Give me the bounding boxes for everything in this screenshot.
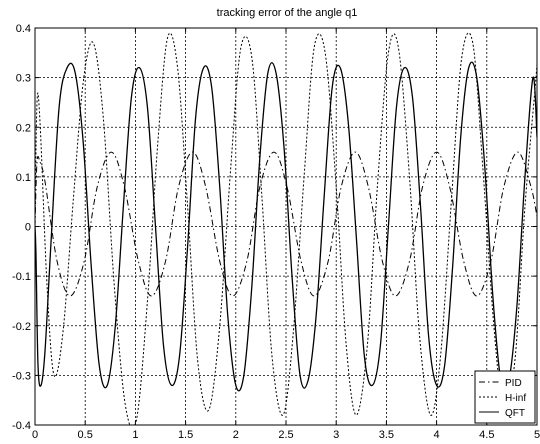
y-tick-label: 0.4 [16, 23, 31, 35]
chart-title: tracking error of the angle q1 [217, 7, 358, 19]
x-tick-label: 1 [132, 429, 138, 441]
legend-label-qft: QFT [505, 408, 525, 419]
series-line-qft [35, 61, 537, 392]
y-tick-label: 0 [25, 222, 31, 234]
y-tick-label: 0.1 [16, 172, 31, 184]
y-tick-label: 0.2 [16, 122, 31, 134]
series-group [35, 32, 537, 425]
x-tick-label: 3 [333, 429, 339, 441]
y-tick-label: -0.1 [12, 271, 31, 283]
x-tick-label: 4.5 [479, 429, 494, 441]
x-tick-label: 0.5 [78, 429, 93, 441]
series-line-h-inf [35, 32, 537, 425]
series-line-pid [35, 151, 537, 297]
x-tick-label: 1.5 [178, 429, 193, 441]
y-tick-label: 0.3 [16, 73, 31, 85]
y-tick-label: -0.2 [12, 321, 31, 333]
legend-label-pid: PID [505, 378, 522, 389]
plot-area: 0 0.5 1 1.5 2 2.5 3 3.5 4 4.5 5 -0.4 -0.3 -0.2 -0.1 0 0.… [12, 23, 540, 441]
y-tick-label: -0.3 [12, 370, 31, 382]
y-tick-label: -0.4 [12, 420, 31, 432]
x-tick-label: 0 [32, 429, 38, 441]
x-tick-label: 3.5 [379, 429, 394, 441]
legend: PID H-inf QFT [474, 370, 536, 424]
legend-label-h-inf: H-inf [505, 393, 526, 404]
x-tick-label: 2.5 [278, 429, 293, 441]
plot-background [35, 28, 537, 425]
x-tick-label: 5 [534, 429, 540, 441]
x-tick-label: 4 [434, 429, 440, 441]
x-tick-label: 2 [233, 429, 239, 441]
